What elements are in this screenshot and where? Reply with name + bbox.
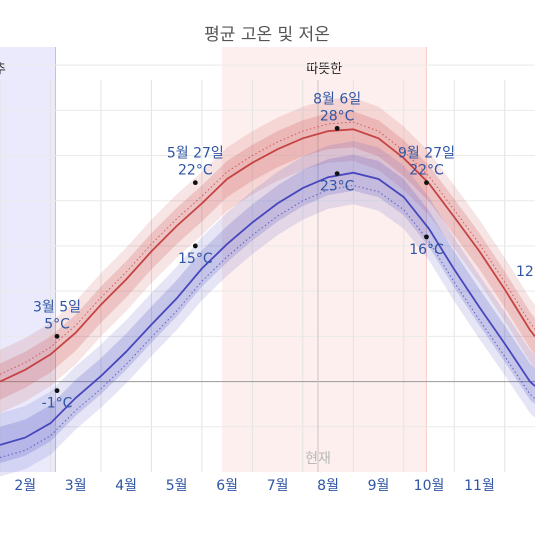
month-tick-label: 7월 bbox=[267, 478, 289, 494]
chart-title: 평균 고온 및 저온 bbox=[204, 25, 330, 45]
month-tick-label: 3월 bbox=[65, 478, 87, 494]
low-band-outer bbox=[0, 141, 535, 477]
annotation-date: 9월 27일 bbox=[398, 146, 455, 162]
high-marker bbox=[54, 333, 60, 339]
month-tick-label: 9월 bbox=[368, 478, 390, 494]
annotation-high: 22°C bbox=[178, 163, 213, 179]
x-axis: 2월 3월 4월 5월 6월 7월 8월 9월 10월 11월 bbox=[14, 478, 494, 494]
season-band-layer: 따뜻한 bbox=[0, 47, 427, 472]
high-temperature-line bbox=[0, 128, 535, 383]
season-band-0 bbox=[0, 47, 56, 472]
low-marker bbox=[334, 171, 340, 176]
line-layer bbox=[0, 121, 535, 458]
high-marker bbox=[334, 125, 340, 131]
month-tick-label: 11월 bbox=[464, 478, 495, 494]
annotation-date: 8월 6일 bbox=[313, 91, 361, 107]
high-band-outer bbox=[0, 97, 535, 414]
right-edge-date-fragment: 12 bbox=[516, 264, 534, 280]
low-temperature-line bbox=[0, 171, 535, 446]
low-record-line bbox=[0, 184, 535, 458]
annotation-low: 15°C bbox=[178, 251, 213, 267]
season-label-1: 따뜻한 bbox=[306, 62, 342, 77]
grid-layer bbox=[0, 64, 535, 472]
now-label: 현재 bbox=[305, 451, 331, 467]
annotation-high: 5°C bbox=[44, 316, 70, 332]
annotation-high: 22°C bbox=[409, 163, 444, 179]
annotation-date: 3월 5일 bbox=[33, 299, 81, 315]
annotation-low: 23°C bbox=[320, 179, 355, 195]
low-marker bbox=[54, 388, 60, 394]
left-season-label-fragment: 추 bbox=[0, 62, 6, 77]
low-marker bbox=[424, 234, 429, 240]
high-band-inner bbox=[0, 111, 535, 400]
high-record-line bbox=[0, 121, 535, 375]
annotation-low: -1°C bbox=[42, 396, 73, 412]
month-tick-label: 10월 bbox=[414, 478, 445, 494]
month-tick-label: 4월 bbox=[115, 478, 137, 494]
annotation-low: 16°C bbox=[409, 242, 444, 258]
month-tick-label: 2월 bbox=[14, 478, 36, 494]
month-tick-label: 8월 bbox=[317, 478, 339, 494]
month-tick-label: 6월 bbox=[216, 478, 238, 494]
month-tick-label: 5월 bbox=[166, 478, 188, 494]
annotation-date: 5월 27일 bbox=[167, 146, 224, 162]
low-marker bbox=[192, 243, 198, 249]
season-band-1 bbox=[222, 47, 427, 472]
high-marker bbox=[424, 180, 429, 186]
annotation-high: 28°C bbox=[320, 108, 355, 124]
high-marker bbox=[192, 180, 198, 186]
